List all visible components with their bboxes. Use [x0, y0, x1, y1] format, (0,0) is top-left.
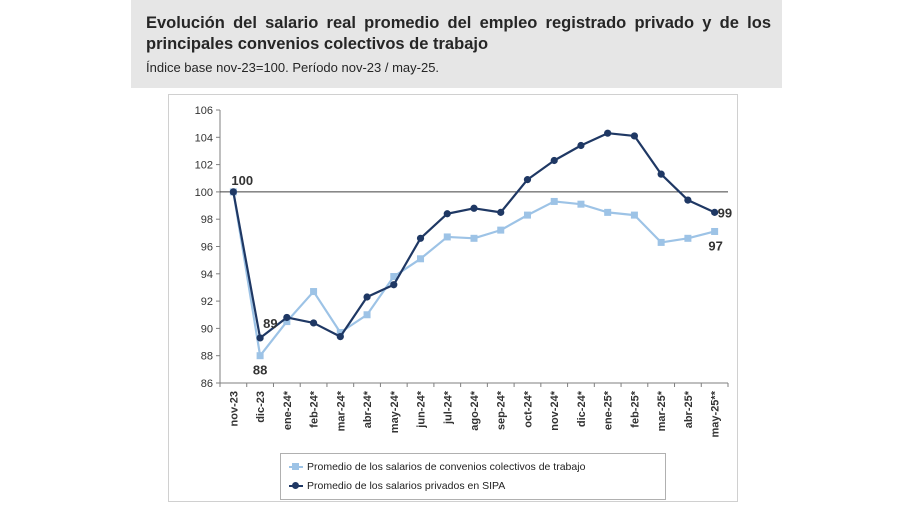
- x-tick-label: dic-24*: [576, 390, 588, 427]
- data-point-convenios: [310, 288, 318, 296]
- data-point-sipa: [577, 141, 585, 150]
- chart-frame: [168, 94, 738, 502]
- data-point-convenios: [577, 200, 585, 208]
- chart-subtitle: Índice base nov-23=100. Período nov-23 /…: [146, 60, 440, 75]
- data-point-sipa: [363, 293, 371, 301]
- data-point-convenios: [711, 227, 719, 235]
- x-tick-label: nov-24*: [549, 390, 561, 430]
- data-point-convenios: [417, 255, 425, 263]
- y-tick-label: 100: [195, 187, 213, 199]
- x-tick-label: feb-24*: [309, 390, 321, 427]
- x-tick-label: ene-25*: [603, 390, 615, 430]
- legend-swatch-sipa: [289, 482, 303, 489]
- x-tick-label: mar-25*: [656, 390, 668, 431]
- x-tick-label: jun-24*: [416, 390, 428, 428]
- y-tick-label: 96: [201, 242, 213, 254]
- y-tick-label: 94: [201, 269, 213, 281]
- data-point-convenios: [604, 208, 612, 216]
- data-point-sipa: [523, 176, 532, 184]
- legend-item-sipa: Promedio de los salarios privados en SIP…: [289, 478, 505, 494]
- data-point-convenios: [657, 238, 665, 246]
- data-point-convenios: [390, 273, 398, 281]
- legend-item-convenios: Promedio de los salarios de convenios co…: [289, 459, 585, 475]
- x-tick-label: abr-25*: [683, 390, 695, 428]
- data-point-sipa: [684, 196, 692, 204]
- x-tick-label: ene-24*: [282, 390, 294, 430]
- x-tick-label: may-24*: [389, 390, 401, 433]
- data-point-sipa: [630, 132, 639, 140]
- data-point-convenios: [363, 311, 371, 319]
- legend-label-sipa: Promedio de los salarios privados en SIP…: [307, 480, 506, 492]
- data-label: 89: [263, 316, 277, 331]
- y-tick-label: 88: [201, 351, 213, 363]
- data-point-sipa: [604, 129, 612, 137]
- data-point-sipa: [256, 334, 264, 342]
- y-tick-label: 106: [195, 105, 213, 117]
- data-label: 88: [253, 363, 267, 378]
- x-tick-label: sep-24*: [496, 390, 508, 430]
- x-tick-label: may-25**: [710, 390, 722, 437]
- data-point-sipa: [336, 332, 344, 341]
- x-tick-label: ago-24*: [469, 390, 481, 430]
- data-point-convenios: [470, 234, 478, 242]
- series-line-convenios: [232, 191, 715, 357]
- y-tick-label: 102: [195, 160, 213, 172]
- y-tick-label: 104: [195, 132, 213, 144]
- data-label: 100: [231, 173, 253, 188]
- data-point-convenios: [443, 233, 451, 241]
- data-point-convenios: [336, 328, 344, 336]
- y-tick-label: 98: [201, 214, 213, 226]
- chart-legend: Promedio de los salarios de convenios co…: [280, 453, 666, 500]
- data-point-convenios: [550, 197, 558, 205]
- data-point-sipa: [711, 208, 719, 216]
- x-tick-label: nov-23: [228, 391, 240, 426]
- data-point-sipa: [497, 208, 505, 216]
- data-label: 97: [708, 238, 722, 253]
- data-point-convenios: [283, 318, 291, 326]
- data-point-convenios: [684, 234, 692, 242]
- y-tick-label: 92: [201, 296, 213, 308]
- data-point-sipa: [229, 188, 237, 196]
- x-tick-label: abr-24*: [362, 390, 374, 428]
- x-tick-label: dic-23: [255, 391, 267, 423]
- data-point-convenios: [630, 211, 638, 219]
- data-point-sipa: [550, 156, 558, 165]
- legend-label-convenios: Promedio de los salarios de convenios co…: [307, 461, 586, 473]
- data-point-sipa: [390, 281, 398, 289]
- chart-header: Evolución del salario real promedio del …: [131, 0, 782, 88]
- x-tick-label: feb-25*: [629, 390, 641, 427]
- data-point-convenios: [523, 211, 531, 219]
- data-point-sipa: [309, 319, 318, 327]
- data-point-sipa: [283, 313, 291, 322]
- data-label: 99: [718, 205, 732, 220]
- chart-title: Evolución del salario real promedio del …: [146, 14, 771, 53]
- x-tick-label: jul-24*: [442, 390, 454, 425]
- data-point-sipa: [416, 234, 425, 242]
- data-point-sipa: [657, 170, 665, 178]
- y-tick-label: 90: [201, 323, 213, 335]
- x-tick-label: mar-24*: [335, 390, 347, 431]
- data-point-convenios: [497, 226, 505, 234]
- data-point-convenios: [256, 352, 264, 360]
- data-point-sipa: [470, 204, 478, 212]
- x-tick-label: oct-24*: [522, 390, 534, 427]
- data-point-sipa: [443, 210, 451, 218]
- legend-swatch-convenios: [289, 463, 303, 470]
- y-tick-label: 86: [201, 378, 213, 390]
